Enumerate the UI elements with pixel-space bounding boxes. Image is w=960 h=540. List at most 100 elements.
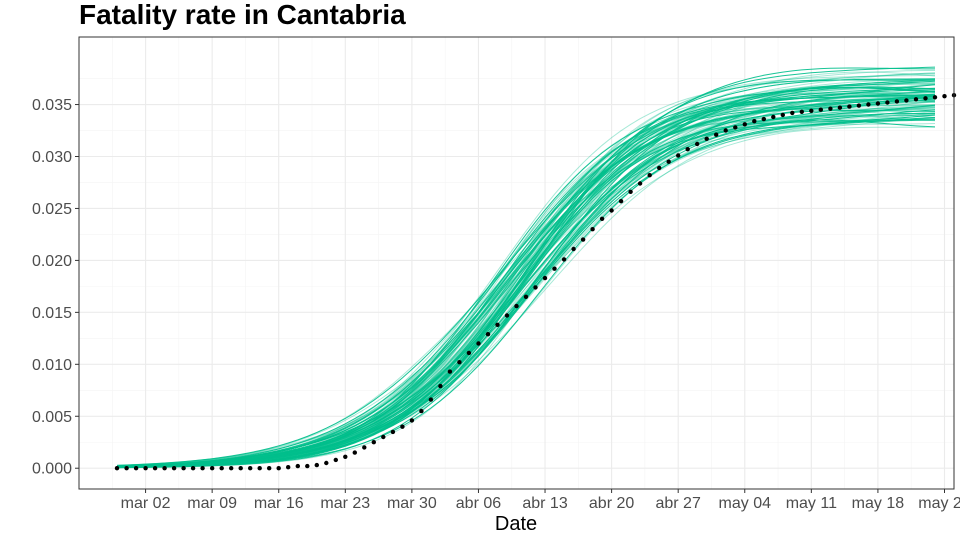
plot-border — [78, 36, 955, 490]
x-tick-label: may 25 — [918, 495, 960, 512]
observed-point — [381, 434, 386, 440]
observed-point — [666, 159, 671, 164]
observed-point — [571, 246, 576, 252]
observed-point — [733, 125, 738, 130]
observed-point — [143, 466, 148, 471]
observed-point — [714, 132, 719, 137]
observed-point — [476, 341, 481, 346]
x-axis-title: Date — [495, 513, 537, 535]
y-axis: 0.000 0.005 0.010 0.015 0.020 0.025 0.030 0.035 — [32, 97, 79, 478]
observed-point — [409, 418, 415, 423]
x-tick-label: mar 02 — [121, 495, 171, 512]
observed-point — [647, 173, 652, 178]
observed-point — [552, 266, 557, 271]
simulation-line — [116, 109, 936, 468]
simulation-line — [116, 79, 936, 468]
observed-point — [286, 465, 291, 470]
x-tick-label: mar 23 — [320, 495, 370, 512]
observed-point — [438, 383, 443, 389]
observed-point — [761, 116, 766, 122]
observed-points — [114, 93, 957, 471]
chart-title: Fatality rate in Cantabria — [79, 0, 406, 30]
x-tick-label: abr 20 — [589, 495, 634, 512]
observed-point — [704, 136, 709, 141]
observed-point — [162, 466, 167, 471]
observed-point — [276, 466, 281, 471]
simulation-line — [116, 86, 936, 467]
observed-point — [362, 445, 367, 450]
x-tick-label: abr 13 — [522, 495, 567, 512]
observed-point — [742, 122, 747, 127]
observed-point — [333, 457, 338, 463]
observed-point — [371, 440, 376, 445]
observed-point — [771, 114, 776, 120]
observed-point — [400, 424, 405, 429]
observed-point — [210, 466, 215, 471]
observed-point — [856, 103, 862, 108]
observed-point — [514, 303, 519, 309]
observed-point — [229, 466, 234, 471]
observed-point — [343, 454, 348, 459]
minor-gridlines — [79, 37, 954, 489]
observed-point — [875, 101, 881, 106]
observed-point — [752, 119, 757, 124]
x-axis: mar 02 mar 09 mar 16 mar 23 mar 30 abr 06 abr … — [121, 489, 960, 512]
observed-point — [628, 189, 633, 194]
x-tick-label: may 11 — [786, 495, 837, 512]
observed-point — [352, 450, 357, 455]
x-tick-label: mar 16 — [254, 495, 304, 512]
observed-point — [219, 466, 224, 471]
observed-point — [390, 429, 396, 435]
simulation-line — [116, 98, 936, 468]
observed-point — [657, 165, 662, 171]
observed-point — [248, 466, 253, 471]
simulation-line — [116, 97, 936, 467]
observed-point — [818, 107, 823, 112]
observed-point — [790, 110, 795, 116]
simulation-line — [116, 79, 935, 466]
y-tick-label: 0.035 — [32, 97, 72, 114]
observed-point — [695, 141, 700, 147]
y-tick-label: 0.010 — [32, 357, 72, 374]
observed-point — [580, 237, 586, 242]
simulation-line — [116, 94, 936, 467]
y-tick-label: 0.015 — [32, 305, 72, 322]
observed-point — [171, 466, 177, 471]
simulation-line — [116, 117, 936, 467]
simulation-line — [116, 98, 936, 467]
observed-point — [685, 147, 690, 152]
simulation-line — [116, 66, 936, 468]
observed-point — [894, 99, 900, 104]
observed-point — [837, 105, 843, 110]
simulation-line — [116, 92, 936, 467]
observed-point — [799, 109, 804, 115]
y-tick-label: 0.025 — [32, 201, 72, 218]
simulation-line — [116, 106, 935, 467]
y-tick-label: 0.020 — [32, 253, 72, 270]
observed-point — [257, 466, 262, 471]
major-gridlines — [79, 37, 954, 489]
simulation-line — [116, 104, 936, 466]
observed-point — [295, 463, 300, 469]
observed-point — [533, 285, 538, 290]
x-tick-label: mar 30 — [387, 495, 437, 512]
observed-point — [923, 96, 928, 101]
observed-point — [723, 128, 728, 133]
observed-point — [561, 257, 567, 262]
observed-point — [542, 275, 548, 281]
observed-point — [676, 153, 681, 158]
observed-point — [866, 102, 871, 107]
observed-point — [942, 94, 947, 99]
simulation-line — [116, 93, 936, 466]
observed-point — [419, 408, 424, 414]
y-tick-label: 0.030 — [32, 149, 72, 166]
observed-point — [523, 294, 529, 299]
x-tick-label: abr 27 — [655, 495, 700, 512]
observed-point — [428, 397, 434, 402]
observed-point — [590, 227, 595, 232]
observed-point — [485, 332, 491, 337]
observed-point — [828, 106, 833, 111]
observed-point — [932, 95, 938, 100]
observed-point — [305, 463, 310, 469]
